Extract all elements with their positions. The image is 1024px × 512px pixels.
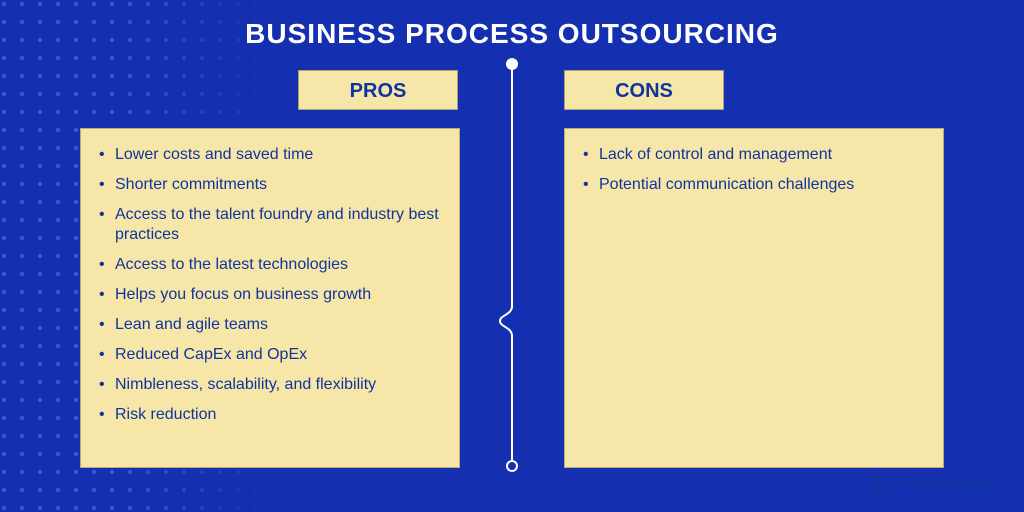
brand: FrontLogix [872, 472, 996, 494]
brand-logo-icon [872, 472, 894, 494]
left-item: Risk reduction [99, 405, 441, 425]
left-item: Reduced CapEx and OpEx [99, 345, 441, 365]
left-item: Shorter commitments [99, 175, 441, 195]
cons-list: Lack of control and management Potential … [583, 145, 925, 195]
pros-list: Lower costs and saved time Shorter commit… [99, 145, 441, 425]
divider-bottom-dot [506, 460, 518, 472]
divider-segment-1 [511, 68, 513, 308]
left-item: Helps you focus on business growth [99, 285, 441, 305]
right-item: Lack of control and management [583, 145, 925, 165]
left-item: Nimbleness, scalability, and flexibility [99, 375, 441, 395]
cons-panel: Lack of control and management Potential … [564, 128, 944, 468]
cons-header-label: CONS [615, 80, 673, 102]
left-item: Access to the talent foundry and industr… [99, 205, 441, 245]
page-title: BUSINESS PROCESS OUTSOURCING [0, 18, 1024, 50]
divider-segment-2 [511, 334, 513, 462]
brand-name: FrontLogix [902, 473, 996, 494]
divider-jog [499, 306, 527, 336]
pros-header-label: PROS [350, 80, 407, 102]
left-item: Lean and agile teams [99, 315, 441, 335]
infographic-canvas: BUSINESS PROCESS OUTSOURCING PROS CONS L… [0, 0, 1024, 512]
right-item: Potential communication challenges [583, 175, 925, 195]
pros-header: PROS [298, 70, 458, 110]
cons-header: CONS [564, 70, 724, 110]
pros-panel: Lower costs and saved time Shorter commit… [80, 128, 460, 468]
left-item: Access to the latest technologies [99, 255, 441, 275]
left-item: Lower costs and saved time [99, 145, 441, 165]
